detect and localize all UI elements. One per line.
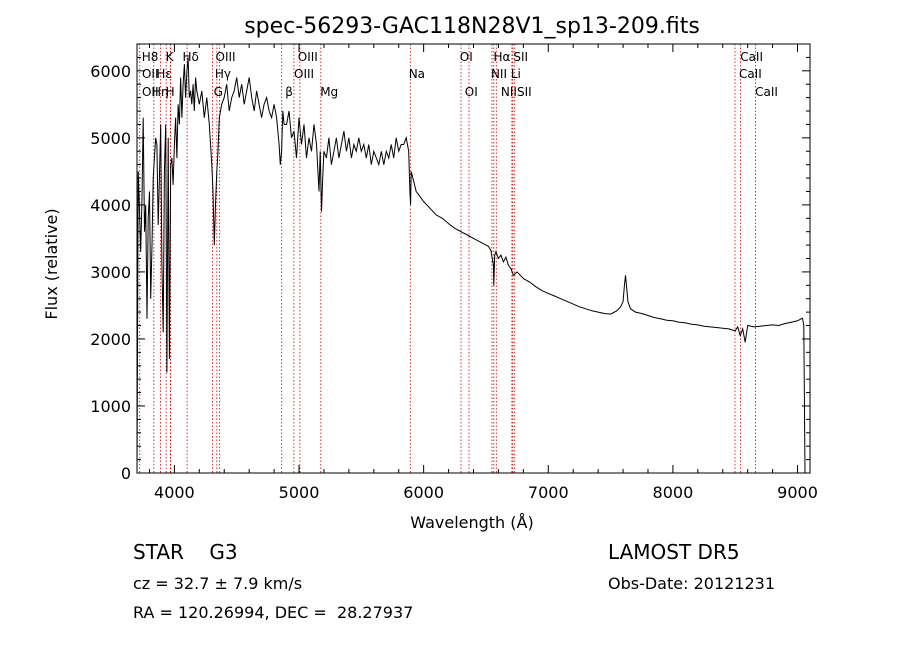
- line-label: NIISII: [501, 85, 532, 99]
- line-label: Hη: [152, 85, 169, 99]
- survey-name: LAMOST DR5: [608, 540, 740, 564]
- y-tick-label: 4000: [90, 196, 131, 215]
- line-label: Mg: [320, 85, 338, 99]
- spectrum-series: [136, 57, 806, 474]
- line-label: OIII: [298, 50, 318, 64]
- y-axis-label: Flux (relative): [42, 208, 61, 319]
- y-tick-label: 1000: [90, 397, 131, 416]
- x-tick-label: 9000: [777, 483, 818, 502]
- y-tick-label: 5000: [90, 129, 131, 148]
- line-label: NII: [491, 67, 507, 81]
- chart-title: spec-56293-GAC118N28V1_sp13-209.fits: [244, 14, 700, 39]
- plot-frame: [136, 43, 811, 474]
- y-tick-label: 3000: [90, 263, 131, 282]
- line-label: Hε: [156, 67, 172, 81]
- observation-date: Obs-Date: 20121231: [608, 574, 776, 593]
- line-label: OI: [460, 50, 473, 64]
- line-label: CaII: [739, 67, 762, 81]
- line-label: Hγ: [215, 67, 231, 81]
- line-label: Hδ: [182, 50, 198, 64]
- x-tick-label: 5000: [279, 483, 320, 502]
- y-tick-label: 6000: [90, 62, 131, 81]
- y-tick-label: 2000: [90, 330, 131, 349]
- line-markers: [139, 44, 756, 473]
- x-tick-label: 4000: [154, 483, 195, 502]
- line-label: H: [166, 85, 175, 99]
- x-tick-label: 7000: [528, 483, 569, 502]
- line-label: OII: [142, 67, 159, 81]
- line-label: OII: [142, 85, 159, 99]
- line-label: H8: [142, 50, 159, 64]
- axes: 4000 5000 6000 7000 8000 9000 0 1000 2000 3000 400…: [90, 43, 818, 502]
- spectrum-line: [136, 57, 806, 474]
- line-label: OIII: [294, 67, 314, 81]
- redshift-cz: cz = 32.7 ± 7.9 km/s: [133, 574, 303, 593]
- line-label: G: [214, 85, 223, 99]
- object-class: STAR G3: [133, 540, 238, 564]
- line-label: β: [285, 85, 293, 99]
- line-label: OI: [465, 85, 478, 99]
- line-label: Hα: [493, 50, 510, 64]
- y-tick-label: 0: [121, 464, 131, 483]
- line-label: CaII: [755, 85, 778, 99]
- line-label: K: [166, 50, 175, 64]
- x-axis-label: Wavelength (Å): [410, 513, 533, 532]
- ra-dec: RA = 120.26994, DEC = 28.27937: [133, 603, 414, 622]
- line-label: Li: [511, 67, 521, 81]
- x-tick-label: 8000: [653, 483, 694, 502]
- line-label: OIII: [216, 50, 236, 64]
- line-label: CaII: [740, 50, 763, 64]
- x-tick-label: 6000: [403, 483, 444, 502]
- line-label: Na: [409, 67, 425, 81]
- line-label: SII: [513, 50, 528, 64]
